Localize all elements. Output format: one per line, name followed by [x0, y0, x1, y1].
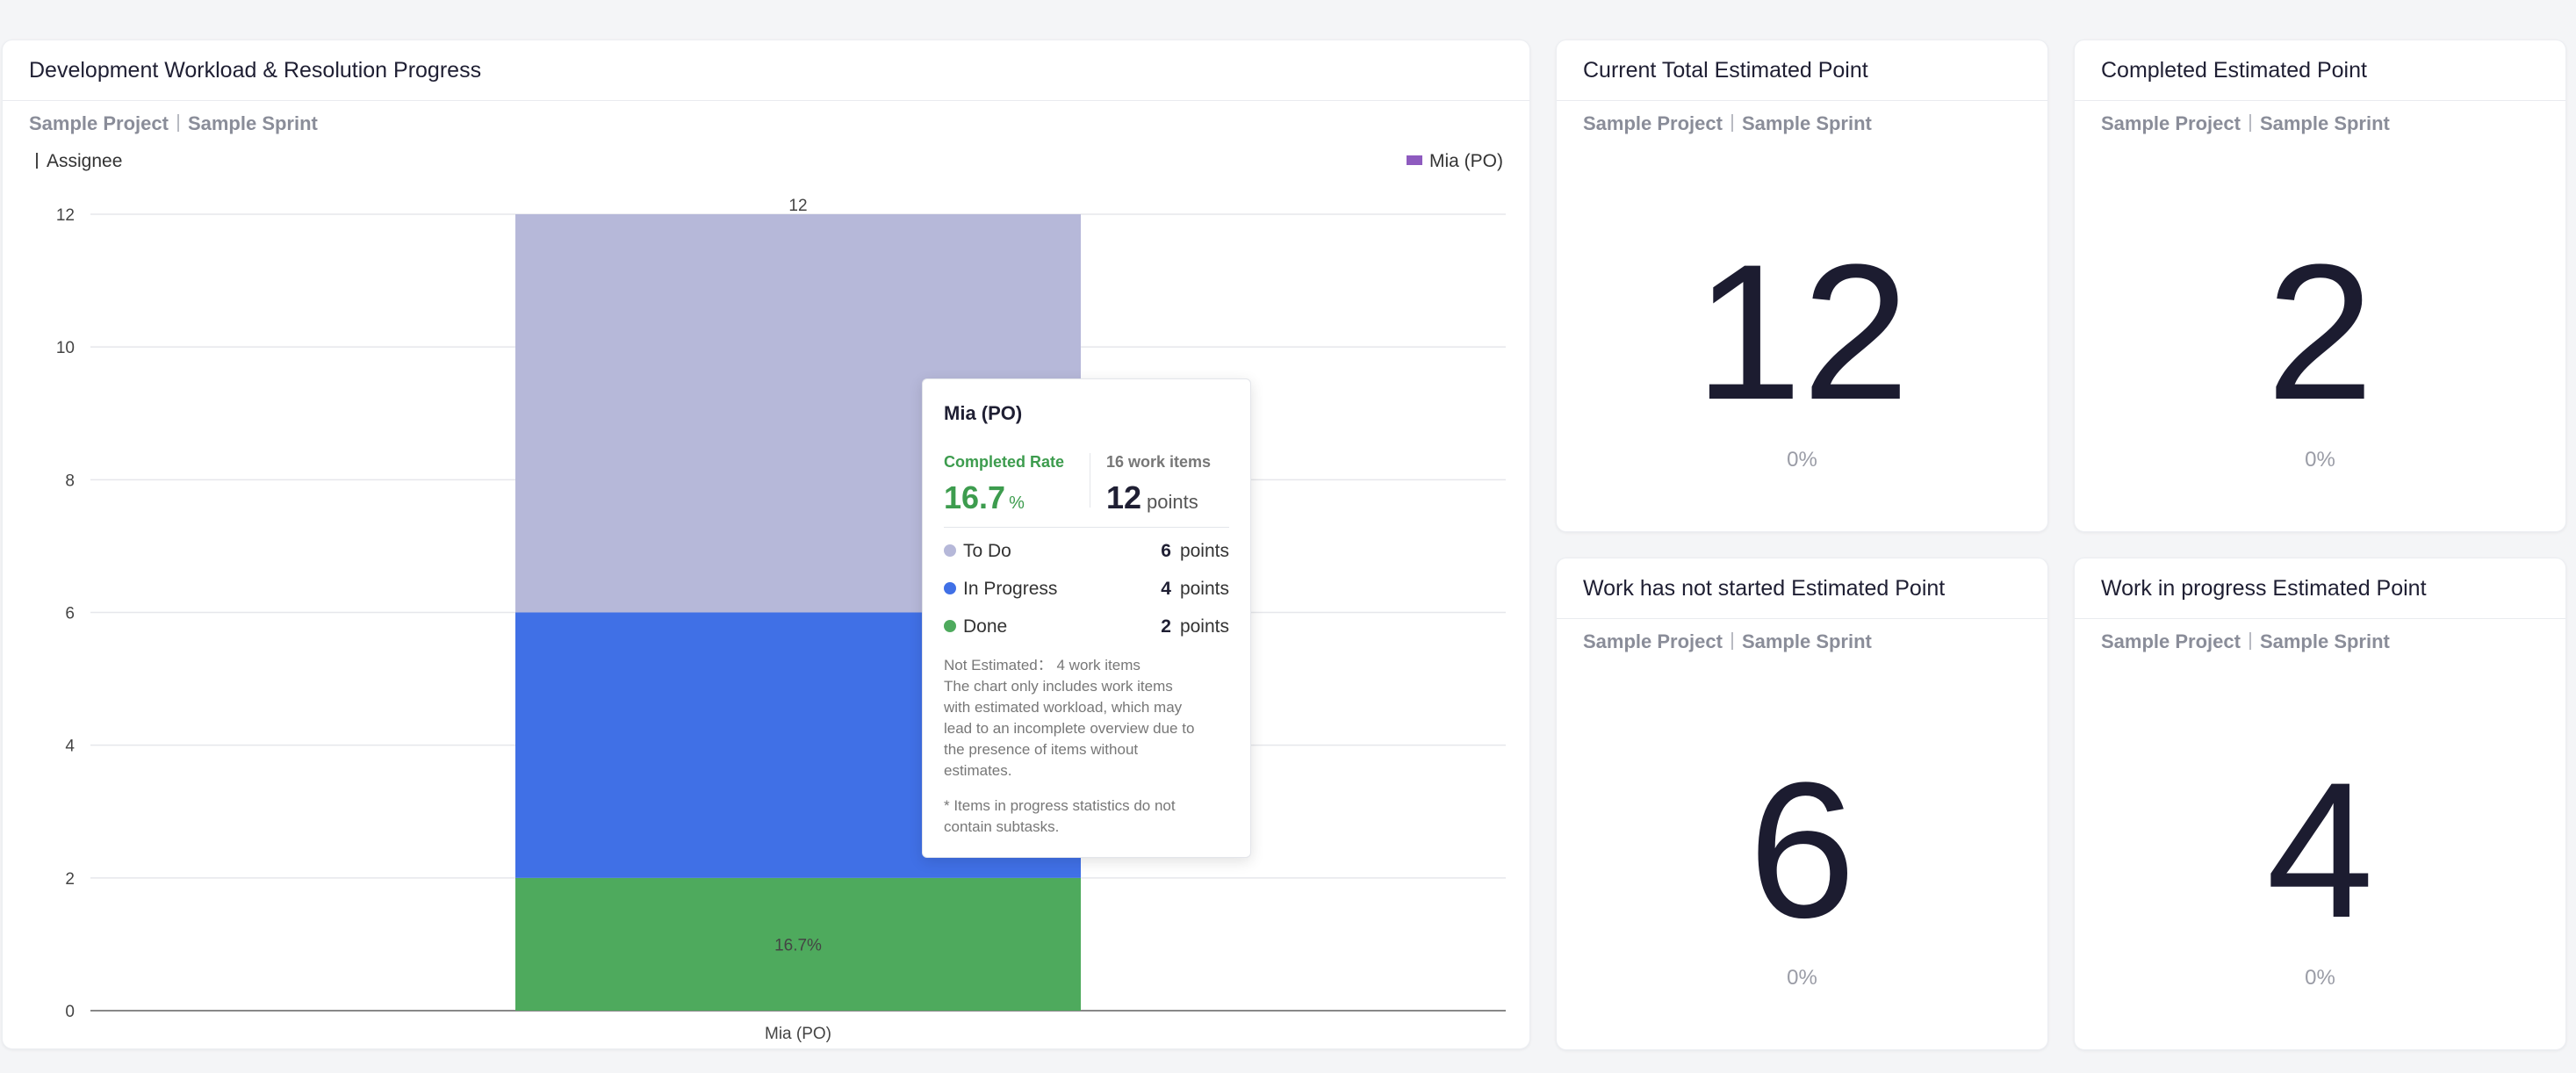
tooltip-row-in-progress: In Progress 4 points: [944, 579, 1229, 600]
sprint-name: Sample Sprint: [1741, 112, 1872, 134]
row-value: 4 points: [1161, 579, 1229, 600]
project-name: Sample Project: [1583, 630, 1723, 652]
card-title: Development Workload & Resolution Progre…: [3, 40, 1529, 101]
subtask-footnote: * Items in progress statistics do not co…: [944, 796, 1233, 838]
row-number: 2: [1161, 616, 1171, 637]
project-name: Sample Project: [2101, 630, 2241, 652]
project-name: Sample Project: [1583, 112, 1723, 134]
not-estimated-line: Not Estimated： 4 work items: [944, 657, 1140, 673]
sprint-name: Sample Sprint: [187, 112, 318, 134]
footnote-line: * Items in progress statistics do not: [944, 797, 1176, 814]
note-line: estimates.: [944, 762, 1012, 779]
card-subtitle: Sample Project Sample Sprint: [2101, 112, 2390, 135]
row-label: Done: [963, 616, 1008, 637]
group-by-text: Assignee: [47, 151, 123, 171]
separator: [176, 114, 179, 132]
total-points-number: 12: [1106, 479, 1142, 515]
card-title: Current Total Estimated Point: [1557, 40, 2047, 101]
chart-legend[interactable]: Mia (PO): [1407, 151, 1503, 172]
tooltip-hr: [944, 527, 1229, 528]
card-title: Work has not started Estimated Point: [1557, 558, 2047, 619]
metric-percent: 0%: [2305, 966, 2335, 990]
card-subtitle: Sample Project Sample Sprint: [29, 112, 318, 135]
metric-percent: 0%: [1787, 448, 1817, 472]
sprint-name: Sample Sprint: [2259, 630, 2390, 652]
bar-segment-done: [515, 877, 1081, 1011]
total-points-unit: points: [1147, 491, 1198, 513]
y-tick-label: 10: [56, 339, 75, 357]
tooltip-title: Mia (PO): [944, 402, 1023, 424]
y-tick-label: 2: [65, 870, 75, 889]
total-points: 12 points: [1106, 479, 1198, 516]
separator: [2249, 114, 2251, 132]
note-line: lead to an incomplete overview due to: [944, 720, 1195, 737]
completed-rate-unit: %: [1009, 493, 1025, 513]
sprint-name: Sample Sprint: [1741, 630, 1872, 652]
metric-value: 6: [1748, 742, 1856, 958]
row-unit: points: [1179, 541, 1229, 561]
metric-card-completed: Completed Estimated Point Sample Project…: [2074, 40, 2566, 532]
legend-swatch: [1407, 155, 1422, 165]
metric-percent: 0%: [2305, 448, 2335, 472]
group-by-label: Assignee: [36, 151, 122, 172]
separator: [1731, 114, 1733, 132]
y-tick-label: 6: [65, 605, 75, 623]
row-number: 6: [1161, 541, 1171, 561]
stacked-bar-chart: 0 2 4 6 8 10 12 16.7% 12 Mia (PO): [56, 197, 1506, 1043]
metric-value: 2: [2266, 224, 2374, 440]
card-subtitle: Sample Project Sample Sprint: [1583, 630, 1872, 653]
row-value: 2 points: [1161, 616, 1229, 637]
legend-label: Mia (PO): [1429, 151, 1503, 171]
completed-rate-value: 16.7%: [944, 479, 1025, 516]
row-unit: points: [1179, 616, 1229, 637]
project-name: Sample Project: [29, 112, 169, 134]
bar-segment-label: 16.7%: [774, 936, 822, 954]
metric-percent: 0%: [1787, 966, 1817, 990]
done-dot-icon: [944, 620, 956, 632]
card-subtitle: Sample Project Sample Sprint: [1583, 112, 1872, 135]
workload-chart-card: Development Workload & Resolution Progre…: [2, 40, 1530, 1049]
project-name: Sample Project: [2101, 112, 2241, 134]
y-tick-label: 0: [65, 1003, 75, 1021]
work-items-count: 16 work items: [1106, 453, 1212, 471]
metric-value: 4: [2266, 742, 2374, 958]
row-label: To Do: [963, 541, 1011, 561]
row-unit: points: [1179, 579, 1229, 599]
row-number: 4: [1161, 579, 1171, 599]
footnote-line: contain subtasks.: [944, 818, 1060, 835]
metric-card-in-progress: Work in progress Estimated Point Sample …: [2074, 558, 2566, 1050]
y-tick-label: 12: [56, 206, 75, 225]
row-value: 6 points: [1161, 541, 1229, 562]
sprint-name: Sample Sprint: [2259, 112, 2390, 134]
row-label: In Progress: [963, 579, 1058, 599]
x-tick-label: Mia (PO): [765, 1025, 831, 1043]
separator: [2249, 632, 2251, 650]
in-progress-dot-icon: [944, 582, 956, 594]
completed-rate-label: Completed Rate: [944, 453, 1065, 471]
y-tick-label: 8: [65, 472, 75, 490]
metric-card-total: Current Total Estimated Point Sample Pro…: [1556, 40, 2048, 532]
group-by-marker: [36, 153, 38, 169]
todo-dot-icon: [944, 544, 956, 557]
card-subtitle: Sample Project Sample Sprint: [2101, 630, 2390, 653]
note-line: with estimated workload, which may: [944, 699, 1183, 716]
metric-value: 12: [1695, 224, 1910, 440]
y-tick-label: 4: [65, 738, 75, 756]
bar-tooltip: Mia (PO) Completed Rate 16.7% 16 work it…: [922, 378, 1251, 858]
completed-rate-number: 16.7: [944, 479, 1006, 515]
note-line: The chart only includes work items: [944, 678, 1173, 695]
card-title: Completed Estimated Point: [2075, 40, 2565, 101]
bar-total-label: 12: [788, 197, 807, 215]
tooltip-row-todo: To Do 6 points: [944, 541, 1229, 562]
card-title: Work in progress Estimated Point: [2075, 558, 2565, 619]
note-line: the presence of items without: [944, 741, 1139, 758]
not-estimated-note: Not Estimated： 4 work items The chart on…: [944, 655, 1233, 781]
tooltip-row-done: Done 2 points: [944, 616, 1229, 637]
metric-card-not-started: Work has not started Estimated Point Sam…: [1556, 558, 2048, 1050]
separator: [1731, 632, 1733, 650]
